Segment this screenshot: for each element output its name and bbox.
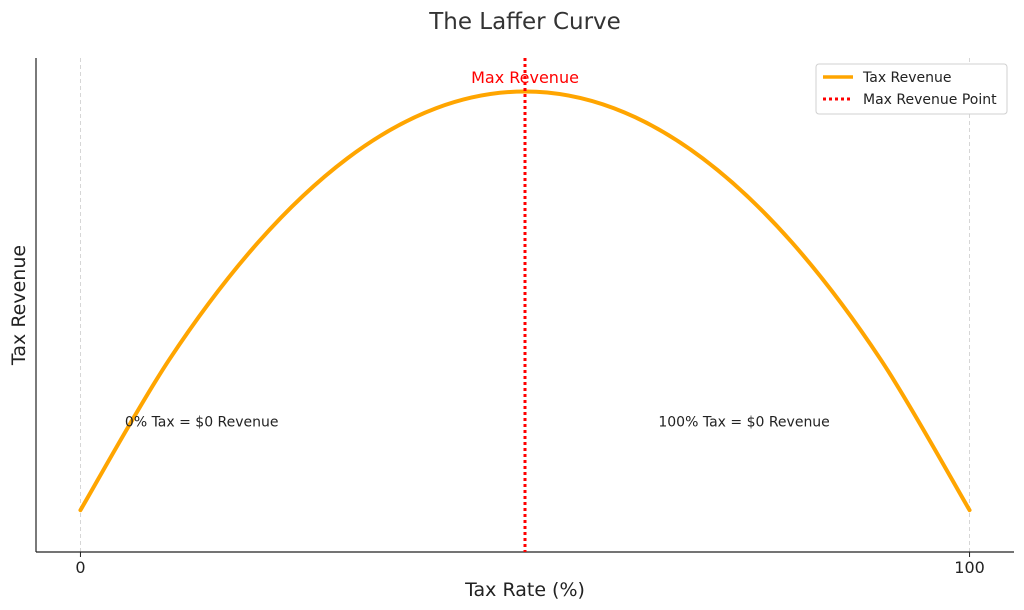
chart-title: The Laffer Curve bbox=[428, 9, 621, 35]
series-line-tax-revenue bbox=[78, 89, 972, 513]
annotation-2: 100% Tax = $0 Revenue bbox=[658, 414, 829, 430]
annotation-0: Max Revenue bbox=[471, 68, 579, 87]
x-axis-label: Tax Rate (%) bbox=[464, 579, 585, 601]
legend-label-tax-revenue: Tax Revenue bbox=[862, 70, 952, 86]
legend-box bbox=[815, 63, 1008, 115]
x-tick-label-100: 100 bbox=[954, 558, 985, 577]
annotation-layer: Max Revenue 0% Tax = $0 Revenue 100% Tax =… bbox=[125, 68, 830, 430]
grid-layer bbox=[80, 58, 970, 552]
legend: Tax Revenue Max Revenue Point bbox=[815, 63, 1008, 115]
annotation-1: 0% Tax = $0 Revenue bbox=[125, 414, 279, 430]
legend-label-max-revenue-point: Max Revenue Point bbox=[863, 92, 997, 108]
series-layer bbox=[78, 58, 972, 552]
x-tick-label-0: 0 bbox=[75, 558, 85, 577]
y-axis-label: Tax Revenue bbox=[8, 245, 30, 366]
x-tick-layer: 0 100 bbox=[75, 552, 985, 577]
